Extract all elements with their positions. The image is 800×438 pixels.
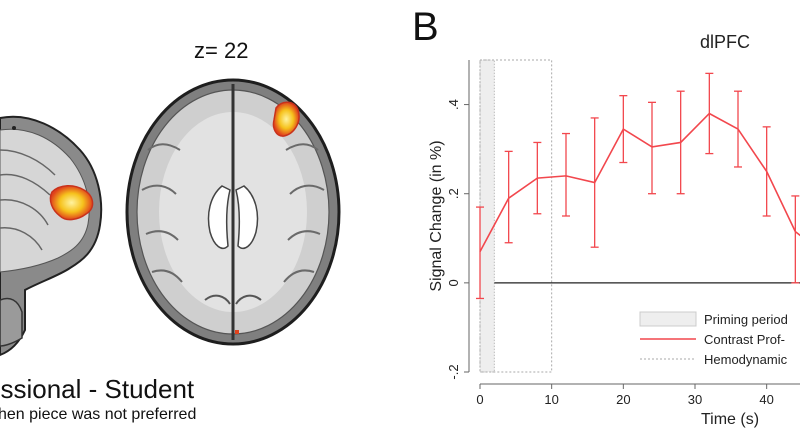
contrast-subtitle: hen piece was not preferred — [0, 406, 197, 423]
x-axis-label: Time (s) — [701, 411, 759, 428]
x-tick-label: 30 — [688, 392, 702, 407]
legend-entry: Priming period — [704, 312, 788, 327]
y-tick-label: .4 — [446, 99, 461, 110]
priming-period-band — [479, 59, 495, 373]
sagittal-activation — [49, 185, 94, 221]
legend-entry: Contrast Prof- — [704, 332, 785, 347]
legend-swatch-priming — [639, 311, 697, 327]
y-axis-label: Signal Change (in %) — [428, 140, 445, 291]
x-tick-label: 0 — [476, 392, 483, 407]
x-tick-label: 20 — [616, 392, 630, 407]
y-tick-label: -.2 — [446, 364, 461, 379]
y-tick-label: .2 — [446, 188, 461, 199]
brain-figure-panel: z= 22 essional - Student hen piece was n… — [0, 38, 341, 423]
axial-slice — [125, 78, 341, 346]
contrast-title: essional - Student — [0, 374, 195, 404]
x-tick-label: 40 — [759, 392, 773, 407]
axial-activation — [272, 101, 300, 137]
legend-entry: Hemodynamic — [704, 352, 788, 367]
x-tick-label: 10 — [544, 392, 558, 407]
slice-label: z= 22 — [194, 38, 249, 63]
series-line — [479, 112, 800, 253]
sagittal-slice — [0, 115, 103, 357]
panel-letter: B — [412, 5, 439, 49]
brain-slices-image — [0, 78, 341, 357]
chart-title: dlPFC — [700, 32, 750, 52]
y-tick-label: 0 — [446, 279, 461, 286]
